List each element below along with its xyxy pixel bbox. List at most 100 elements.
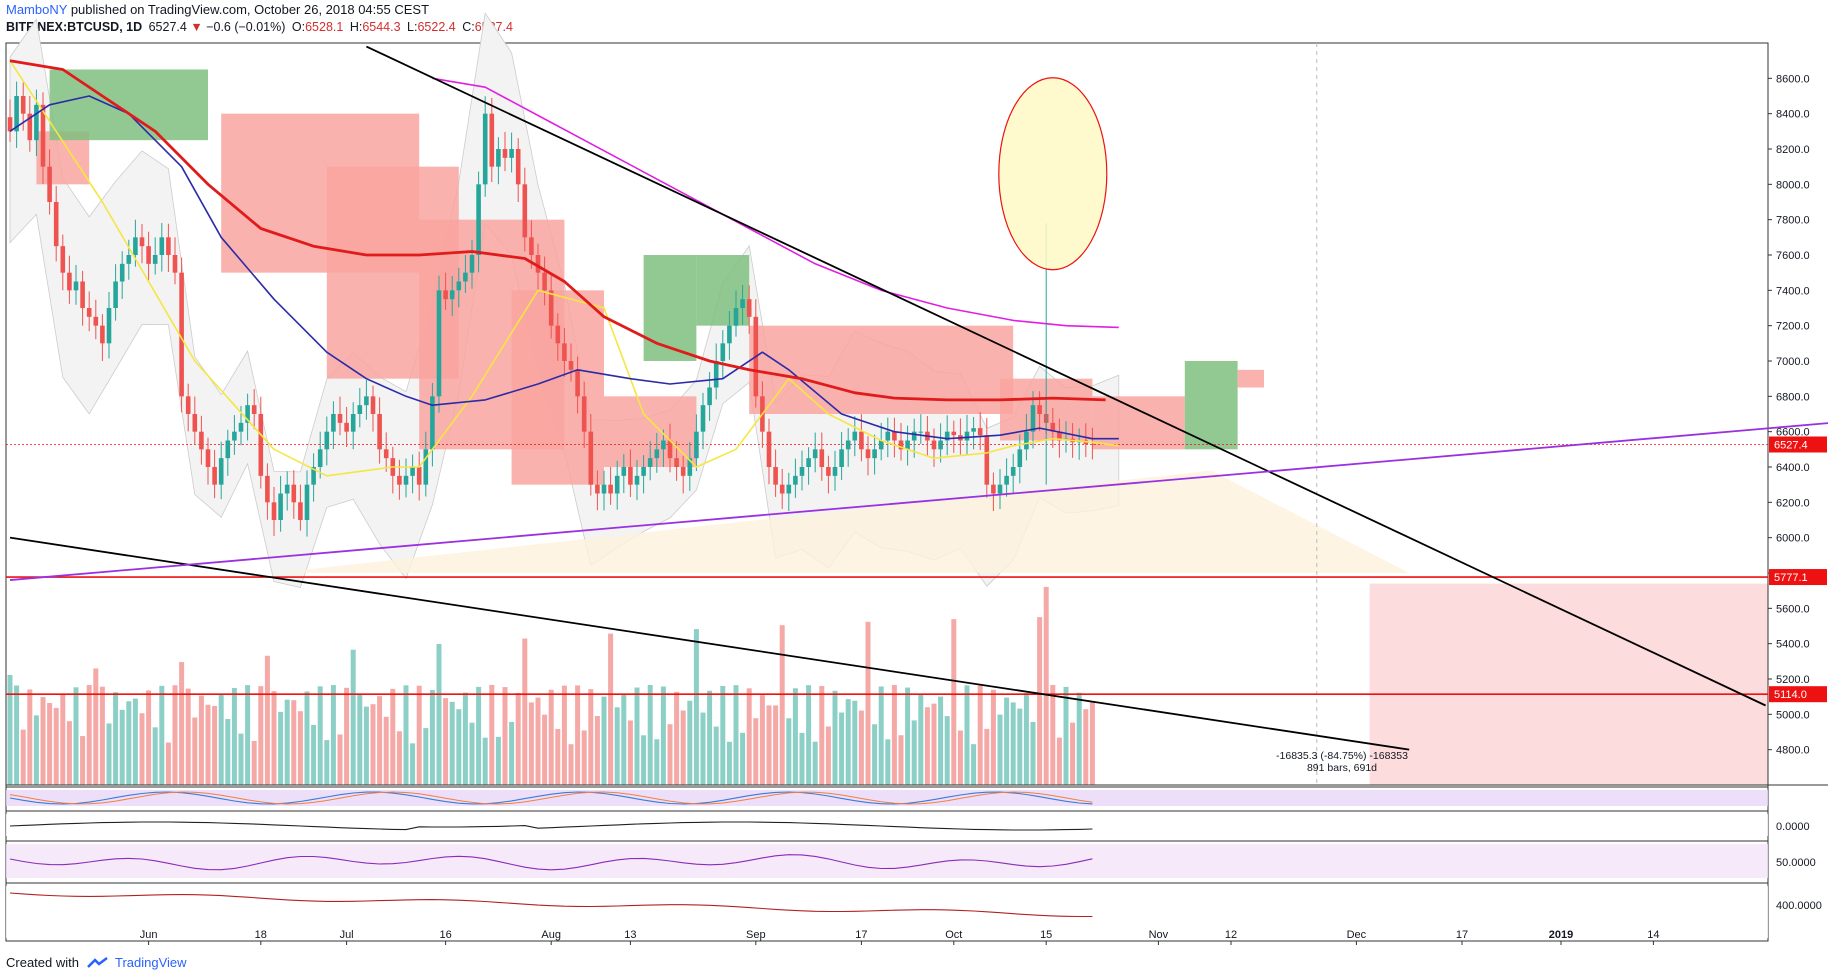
y-tick-label: 5000.0 xyxy=(1776,709,1810,721)
trend-line xyxy=(366,45,1766,707)
oscillator-line xyxy=(9,892,1093,918)
candle-body xyxy=(7,117,13,132)
candle-body xyxy=(1010,467,1016,476)
volume-bar xyxy=(898,735,904,785)
candle-body xyxy=(192,414,198,432)
published-text: published on TradingView.com, October 26… xyxy=(70,2,430,17)
volume-bar xyxy=(251,740,257,785)
volume-bar xyxy=(20,729,26,785)
x-tick-label: Aug xyxy=(541,929,561,941)
open-value: 6528.1 xyxy=(305,20,344,34)
trendlines xyxy=(9,45,1828,751)
price-chart[interactable]: 0.0000 50.0000 400.0000 4800.0 5000.0 5200.0… xyxy=(0,0,1828,945)
candle-body xyxy=(694,431,699,459)
candle-body xyxy=(720,343,726,361)
time-axis[interactable]: Jun 18 Jul 16 Aug 13 Sep 17 Oct 15 Nov 12 Dec 17 2019 1… xyxy=(140,929,1660,945)
y-tick-label: 4800.0 xyxy=(1776,745,1810,757)
volume-bar xyxy=(304,691,310,785)
volume-bar xyxy=(792,688,798,785)
candle-body xyxy=(271,502,277,520)
volume-bar xyxy=(753,718,759,785)
volume-bar xyxy=(594,716,600,785)
volume-bar xyxy=(634,687,640,785)
volume-bar xyxy=(568,744,574,785)
volume-bar xyxy=(891,685,897,785)
volume-bar xyxy=(238,733,244,785)
candle-body xyxy=(555,325,561,344)
volume-bar xyxy=(713,726,719,785)
cloud-block xyxy=(1184,361,1238,450)
volume-bar xyxy=(1004,697,1010,785)
candle-body xyxy=(522,184,528,238)
candle-body xyxy=(727,325,732,344)
candle-body xyxy=(707,387,712,406)
oscillator-signal xyxy=(9,791,1093,805)
volume-bar xyxy=(779,625,785,785)
volume-bar xyxy=(845,699,851,785)
candle-body xyxy=(258,414,264,476)
price-axis[interactable]: 4800.05000.05200.05400.05600.05800.06000… xyxy=(1768,73,1810,757)
volume-bar xyxy=(733,685,739,785)
candle-body xyxy=(436,290,442,397)
y-tick-label: 7400.0 xyxy=(1776,285,1810,297)
candle-body xyxy=(199,431,204,450)
candle-body xyxy=(159,237,165,255)
y-tick-label: 5200.0 xyxy=(1776,674,1810,686)
candle-body xyxy=(977,428,983,436)
candle-body xyxy=(562,343,567,361)
candle-body xyxy=(291,484,297,503)
candle-body xyxy=(601,484,607,494)
volume-bar xyxy=(726,741,732,785)
candle-body xyxy=(667,440,673,459)
candle-body xyxy=(60,246,66,273)
moving-averages xyxy=(9,59,1119,477)
x-tick-label: Dec xyxy=(1347,929,1367,941)
candle-body xyxy=(27,113,33,141)
candle-body xyxy=(581,396,587,432)
volume-bar xyxy=(746,688,752,785)
candle-body xyxy=(938,440,943,450)
symbol-name[interactable]: BITFINEX:BTCUSD, 1D xyxy=(6,20,143,34)
oscillator-label: 0.0000 xyxy=(1776,821,1810,833)
volume-bar xyxy=(357,694,363,785)
tradingview-link[interactable]: TradingView xyxy=(114,955,187,970)
candle-body xyxy=(654,449,660,459)
candle-body xyxy=(350,414,356,432)
down-arrow-icon: ▼ xyxy=(190,20,203,34)
candle-body xyxy=(799,467,805,476)
candle-body xyxy=(152,255,158,264)
y-tick-label: 7200.0 xyxy=(1776,321,1810,333)
candle-body xyxy=(621,467,627,476)
volume-bar xyxy=(654,739,660,785)
oscillator-line xyxy=(9,854,1093,871)
candle-body xyxy=(93,316,99,326)
price-tag xyxy=(1769,686,1827,703)
wedge-triangle xyxy=(274,470,1410,573)
volume-bar xyxy=(489,685,495,785)
volume-bar xyxy=(185,688,191,785)
volume-bar xyxy=(759,695,765,785)
candle-body xyxy=(40,104,46,167)
open-label: O: xyxy=(291,20,306,34)
candle-body xyxy=(443,290,448,300)
volume-bar xyxy=(720,686,726,785)
volume-bar xyxy=(1056,737,1062,785)
volume-bar xyxy=(443,698,449,785)
candle-body xyxy=(324,431,330,450)
y-tick-label: 6200.0 xyxy=(1776,497,1810,509)
volume-bar xyxy=(872,724,878,785)
volume-bar xyxy=(680,710,686,785)
volume-bar xyxy=(1050,685,1056,785)
author-link[interactable]: MamboNY xyxy=(6,2,68,17)
candle-body xyxy=(67,272,72,291)
volume-bar xyxy=(462,692,468,785)
candle-body xyxy=(733,308,739,326)
candle-body xyxy=(1050,422,1056,432)
volume-bar xyxy=(60,693,66,785)
ma-line xyxy=(432,77,1119,329)
volume-bar xyxy=(403,685,409,785)
volume-bar xyxy=(93,668,99,785)
volume-bar xyxy=(119,709,125,785)
spike-ellipse xyxy=(998,77,1108,271)
volume-bar xyxy=(608,633,614,785)
